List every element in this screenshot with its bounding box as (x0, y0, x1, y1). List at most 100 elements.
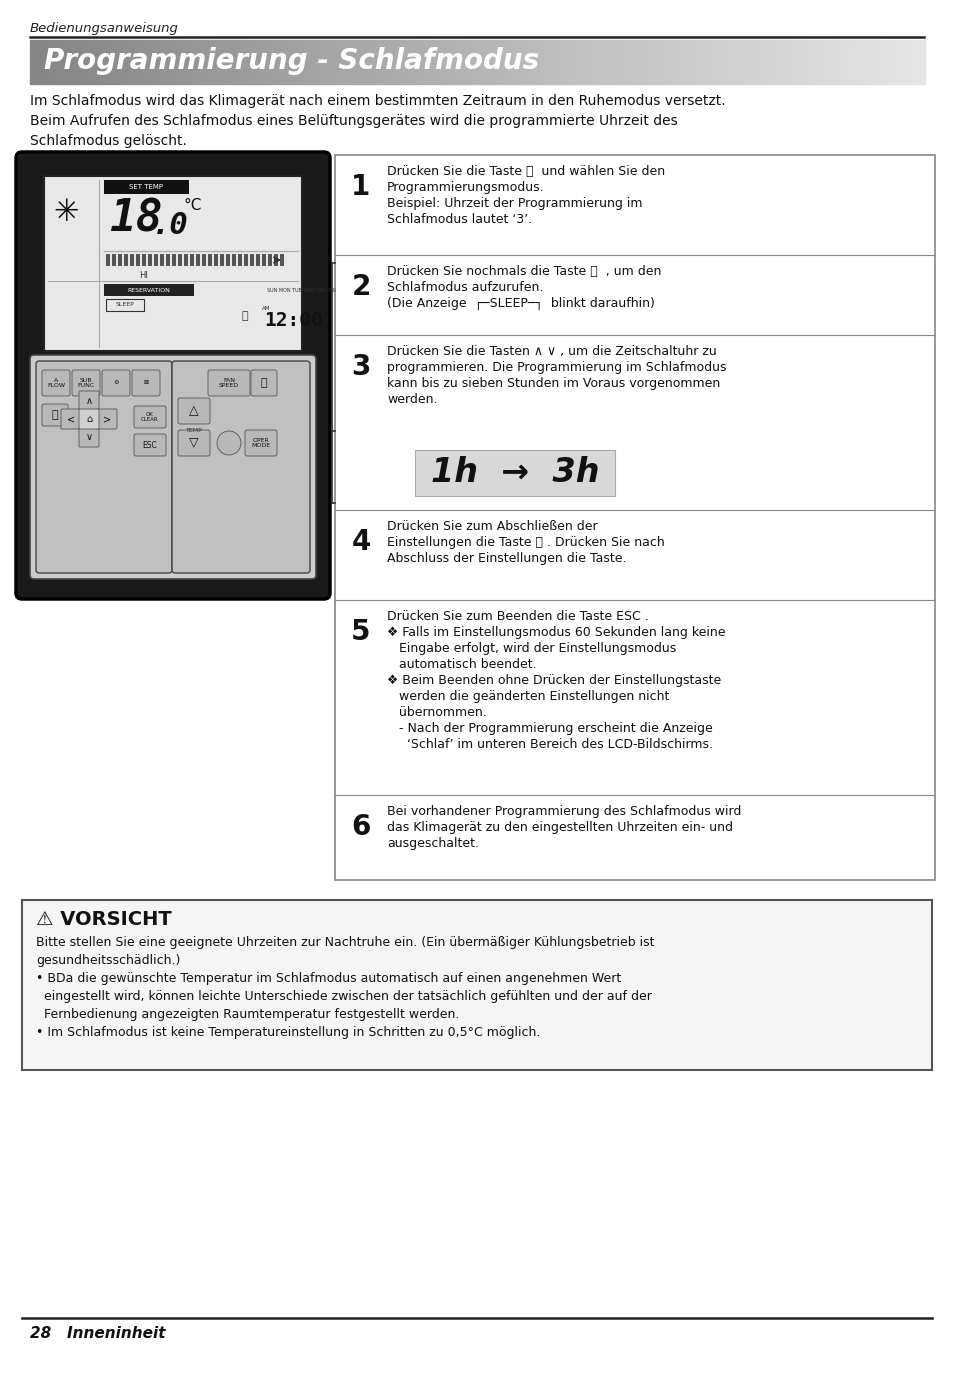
Bar (325, 41, 335, 84)
FancyBboxPatch shape (178, 398, 210, 424)
FancyBboxPatch shape (30, 356, 315, 580)
FancyBboxPatch shape (16, 153, 330, 599)
Bar (172, 41, 183, 84)
Bar (30, 41, 40, 84)
Bar (220, 253, 224, 266)
Bar (646, 41, 656, 84)
Bar (521, 41, 531, 84)
Bar (172, 253, 175, 266)
Bar (202, 253, 206, 266)
Text: automatisch beendet.: automatisch beendet. (387, 658, 536, 671)
Bar (842, 41, 853, 84)
Bar (262, 41, 273, 84)
Bar (628, 41, 639, 84)
Bar (432, 41, 442, 84)
Bar (816, 41, 826, 84)
Text: das Klimagerät zu den eingestellten Uhrzeiten ein- und: das Klimagerät zu den eingestellten Uhrz… (387, 820, 732, 834)
Text: 4: 4 (351, 528, 371, 556)
Bar (861, 41, 870, 84)
Text: ‘Schlaf’ im unteren Bereich des LCD-Bildschirms.: ‘Schlaf’ im unteren Bereich des LCD-Bild… (387, 738, 712, 750)
FancyBboxPatch shape (178, 430, 210, 456)
FancyBboxPatch shape (133, 434, 166, 456)
Bar (566, 41, 576, 84)
Bar (184, 253, 188, 266)
Bar (423, 41, 433, 84)
Bar (104, 181, 189, 195)
Bar (199, 41, 210, 84)
Bar (415, 449, 615, 496)
Text: eingestellt wird, können leichte Unterschiede zwischen der tatsächlich gefühlten: eingestellt wird, können leichte Untersc… (36, 990, 651, 1002)
Text: SUN MON TUE WED THU FRI: SUN MON TUE WED THU FRI (267, 287, 335, 293)
Bar (754, 41, 763, 84)
Text: HI: HI (139, 272, 149, 280)
Text: Drücken Sie die Taste ⓣ  und wählen Sie den: Drücken Sie die Taste ⓣ und wählen Sie d… (387, 165, 664, 178)
Text: Abschluss der Einstellungen die Taste.: Abschluss der Einstellungen die Taste. (387, 552, 626, 566)
Bar (789, 41, 799, 84)
Bar (458, 41, 469, 84)
Text: .0: .0 (152, 211, 189, 239)
Bar (298, 41, 308, 84)
Bar (262, 253, 266, 266)
Text: SET TEMP: SET TEMP (129, 183, 163, 190)
FancyBboxPatch shape (42, 370, 70, 396)
FancyBboxPatch shape (36, 361, 172, 573)
Bar (104, 284, 193, 295)
Bar (166, 253, 170, 266)
Bar (250, 253, 253, 266)
Bar (441, 41, 451, 84)
Bar (405, 41, 415, 84)
Bar (191, 41, 201, 84)
Bar (834, 41, 843, 84)
Text: 2: 2 (351, 273, 371, 301)
Text: ESC: ESC (143, 441, 157, 449)
Bar (450, 41, 459, 84)
Bar (208, 253, 212, 266)
Bar (244, 41, 254, 84)
Bar (148, 253, 152, 266)
Bar (129, 41, 138, 84)
Bar (387, 41, 397, 84)
Bar (709, 41, 719, 84)
Text: SUB
FUNC: SUB FUNC (77, 378, 94, 388)
Bar (370, 41, 379, 84)
Bar (74, 41, 85, 84)
Bar (280, 253, 284, 266)
Bar (178, 253, 182, 266)
Bar (512, 41, 522, 84)
Bar (118, 253, 122, 266)
Text: Fernbedienung angezeigten Raumtemperatur festgestellt werden.: Fernbedienung angezeigten Raumtemperatur… (36, 1008, 459, 1021)
Text: ❖ Falls im Einstellungsmodus 60 Sekunden lang keine: ❖ Falls im Einstellungsmodus 60 Sekunden… (387, 626, 724, 638)
Bar (619, 41, 629, 84)
Bar (360, 41, 371, 84)
Text: Schlafmodus gelöscht.: Schlafmodus gelöscht. (30, 134, 187, 148)
Text: ✳: ✳ (53, 197, 79, 227)
Bar (289, 41, 299, 84)
Bar (48, 41, 58, 84)
Bar (530, 41, 540, 84)
Text: ⚠ VORSICHT: ⚠ VORSICHT (36, 910, 172, 930)
Text: SLEEP: SLEEP (115, 302, 134, 308)
Bar (664, 41, 674, 84)
Bar (887, 41, 897, 84)
Text: Eingabe erfolgt, wird der Einstellungsmodus: Eingabe erfolgt, wird der Einstellungsmo… (387, 643, 676, 655)
Bar (781, 41, 790, 84)
Text: TEMP: TEMP (186, 428, 202, 433)
Text: OPER
MODE: OPER MODE (252, 438, 271, 448)
Bar (852, 41, 862, 84)
Bar (44, 176, 302, 351)
Text: Im Schlafmodus wird das Klimagerät nach einem bestimmten Zeitraum in den Ruhemod: Im Schlafmodus wird das Klimagerät nach … (30, 94, 725, 108)
Bar (352, 41, 361, 84)
Bar (244, 253, 248, 266)
Text: °C: °C (184, 197, 202, 213)
Bar (124, 253, 128, 266)
Bar (718, 41, 727, 84)
Bar (136, 253, 140, 266)
Bar (237, 253, 242, 266)
FancyBboxPatch shape (79, 409, 99, 428)
Bar (106, 253, 110, 266)
FancyBboxPatch shape (251, 370, 276, 396)
Bar (130, 253, 133, 266)
Bar (137, 41, 147, 84)
Bar (503, 41, 514, 84)
FancyBboxPatch shape (79, 427, 99, 447)
